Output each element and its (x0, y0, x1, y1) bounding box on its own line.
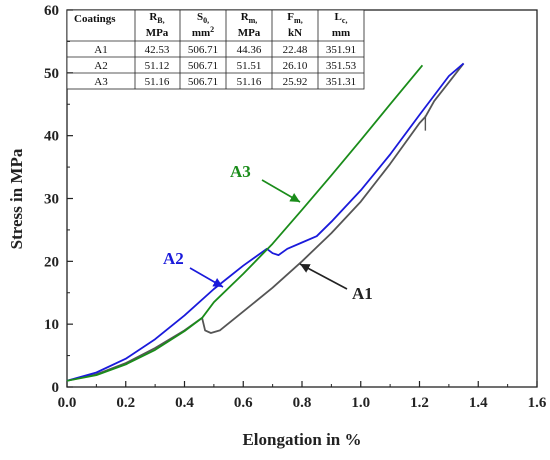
label-a3: A3 (230, 162, 251, 181)
table-cell: 351.31 (326, 76, 356, 88)
series-lines (66, 62, 465, 382)
table-cell: A2 (94, 60, 107, 72)
table-header-rm-unit: MPa (238, 27, 261, 39)
table-cell: 351.53 (326, 60, 357, 72)
x-tick-label: 1.6 (528, 395, 547, 411)
table-cell: 26.10 (283, 60, 308, 72)
table-cell: A1 (94, 44, 107, 56)
x-tick-label: 0.2 (116, 395, 135, 411)
table-header-s0-unit: mm2 (192, 25, 214, 39)
table-header-rb-unit: MPa (146, 27, 169, 39)
series-line-a1 (66, 62, 465, 382)
table-cell: 51.16 (237, 76, 262, 88)
table-cell: 351.91 (326, 44, 356, 56)
data-table: Coatings RB, MPa S0, mm2 Rm, MPa Fm, kN … (66, 9, 365, 90)
x-tick-label: 0.4 (175, 395, 194, 411)
table-header-lc-unit: mm (332, 27, 350, 39)
y-tick-label: 20 (44, 254, 59, 270)
y-tick-label: 30 (44, 192, 59, 208)
table-header-coatings: Coatings (74, 13, 116, 25)
y-tick-label: 0 (52, 380, 60, 396)
arrow-a3 (261, 179, 301, 203)
x-tick-label: 0.0 (58, 395, 77, 411)
table-cell: 44.36 (237, 44, 262, 56)
y-tick-label: 10 (44, 317, 59, 333)
annotation-arrows (189, 179, 348, 290)
table-cell: A3 (94, 76, 108, 88)
table-cell: 51.12 (145, 60, 170, 72)
table-cell: 25.92 (283, 76, 308, 88)
table-cell: 506.71 (188, 60, 218, 72)
x-tick-label: 1.2 (410, 395, 429, 411)
table-border (66, 9, 365, 90)
table-header-fm-unit: kN (288, 27, 302, 39)
axes: 0.0 0.2 0.4 0.6 0.8 1.0 1.2 1.4 1.6 0 10 20 30 40 50 60 (44, 3, 547, 411)
x-tick-label: 1.0 (351, 395, 370, 411)
table-cell: 51.51 (237, 60, 262, 72)
label-a1: A1 (352, 284, 373, 303)
series-line-a2 (66, 62, 465, 382)
x-tick-label: 0.6 (234, 395, 253, 411)
table-body: A1 42.53 506.71 44.36 22.48 351.91 A2 51.12 506.… (94, 44, 356, 88)
table-cell: 506.71 (188, 44, 218, 56)
x-axis-title: Elongation in % (242, 430, 361, 449)
y-tick-label: 50 (44, 66, 59, 82)
y-tick-label: 40 (44, 129, 59, 145)
table-cell: 506.71 (188, 76, 218, 88)
label-a2: A2 (163, 249, 184, 268)
x-tick-label: 1.4 (469, 395, 488, 411)
series-line-a3 (66, 64, 424, 382)
y-axis-title: Stress in MPa (7, 148, 26, 249)
x-tick-label: 0.8 (293, 395, 312, 411)
table-cell: 42.53 (145, 44, 170, 56)
arrow-a2 (189, 267, 224, 288)
table-cell: 22.48 (283, 44, 308, 56)
y-tick-label: 60 (44, 3, 59, 19)
arrow-a1 (299, 263, 348, 290)
table-cell: 51.16 (145, 76, 170, 88)
